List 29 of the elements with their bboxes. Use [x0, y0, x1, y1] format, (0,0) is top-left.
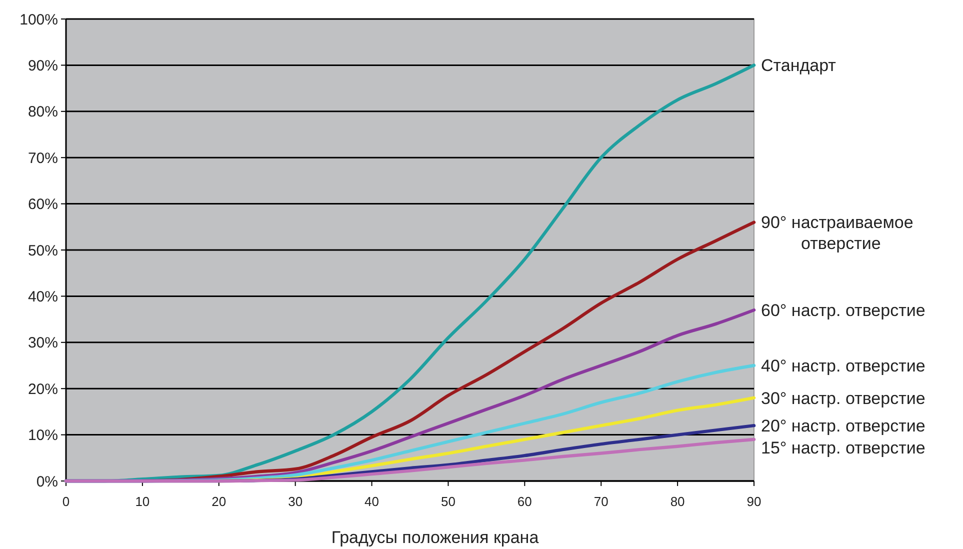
y-tick-label: 80%	[28, 104, 58, 121]
y-tick-label: 10%	[28, 427, 58, 444]
x-tick-label: 10	[135, 494, 150, 509]
y-tick-label: 20%	[28, 380, 58, 398]
x-tick-label: 60	[517, 494, 532, 509]
series-label: 60° настр. отверстие	[761, 301, 926, 320]
y-tick-label: 50%	[28, 242, 58, 260]
x-tick-label: 70	[594, 494, 608, 509]
series-label: 90° настраиваемое отверстие	[761, 213, 914, 254]
x-tick-label: 0	[62, 494, 70, 509]
series-label: 20° настр. отверстие	[761, 416, 926, 436]
x-axis-title: Градусы положения крана	[331, 528, 540, 547]
series-label: 15° настр. отверстие	[761, 438, 926, 458]
y-tick-label: 60%	[28, 196, 58, 214]
y-tick-label: 40%	[28, 288, 58, 306]
series-label: Стандарт	[761, 56, 836, 76]
y-tick-label: 90%	[28, 57, 58, 74]
x-tick-label: 30	[288, 494, 303, 509]
x-tick-label: 90	[746, 494, 762, 509]
series-label: 40° настр. отверстие	[761, 356, 926, 376]
x-tick-label: 80	[670, 494, 685, 509]
y-tick-label: 100%	[20, 11, 58, 28]
series-label: 30° настр. отверстие	[761, 388, 926, 408]
y-tick-label: 70%	[28, 150, 58, 167]
y-tick-label: 30%	[28, 334, 58, 352]
x-tick-label: 20	[212, 494, 226, 509]
y-tick-label: 0%	[36, 473, 58, 490]
x-tick-label: 40	[364, 494, 380, 509]
x-tick-label: 50	[440, 494, 456, 509]
